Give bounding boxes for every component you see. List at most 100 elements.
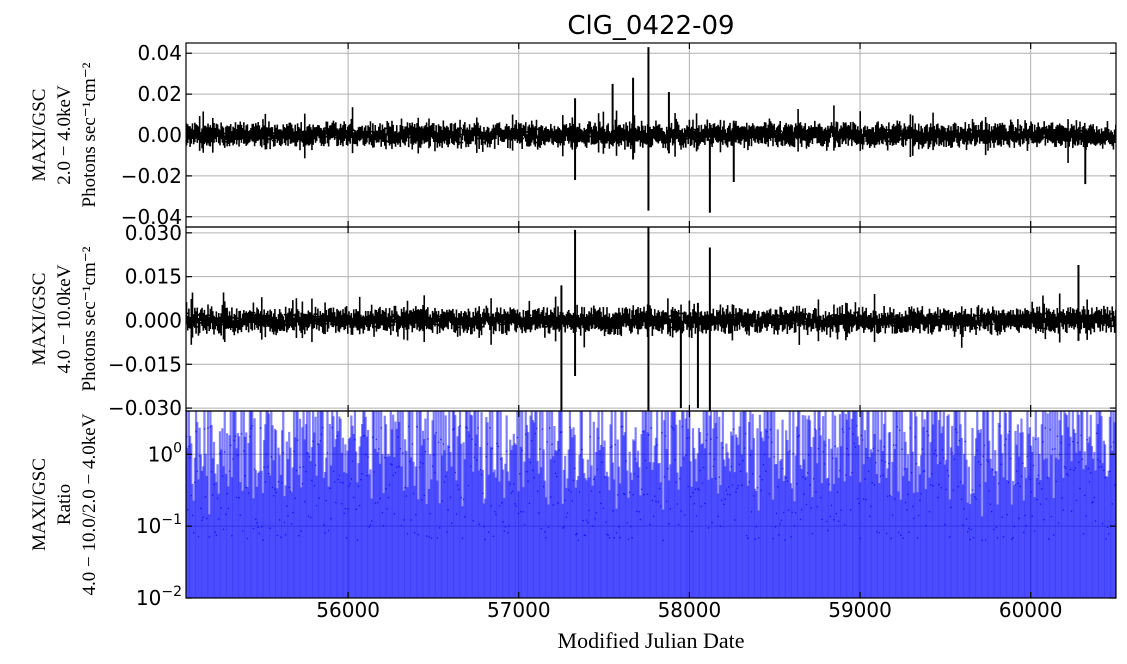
ratio-point: [664, 435, 667, 437]
y-axis-label-line: Photons sec⁻¹cm⁻²: [79, 62, 100, 207]
ratio-point: [947, 474, 950, 477]
ratio-point: [1042, 441, 1044, 443]
ratio-point: [935, 455, 938, 457]
y-tick-label: 0.030: [125, 221, 182, 245]
ratio-point: [481, 492, 484, 495]
y-axis-label-line: 4.0 − 10.0keV: [54, 264, 75, 373]
ratio-point: [516, 436, 519, 439]
ratio-point: [326, 452, 329, 454]
ratio-point: [610, 445, 613, 448]
y-tick-label: 0.04: [137, 41, 182, 65]
ratio-point: [442, 443, 445, 445]
y-tick-label: 100: [148, 440, 182, 466]
ratio-point: [773, 456, 776, 458]
ratio-point: [437, 441, 440, 444]
series-soft: [186, 47, 1116, 213]
ratio-point: [999, 425, 1001, 427]
y-tick-label: 10−1: [136, 512, 182, 538]
y-axis-label-line: MAXI/GSC: [29, 273, 50, 366]
ratio-point: [440, 438, 442, 441]
ratio-point: [289, 490, 292, 493]
ratio-point: [1056, 435, 1059, 437]
ratio-point: [454, 471, 457, 474]
ratio-point: [546, 441, 549, 443]
ratio-point: [650, 427, 652, 429]
ratio-point: [378, 447, 380, 450]
ratio-point: [943, 457, 945, 459]
x-tick-label: 59000: [828, 598, 892, 622]
ratio-point: [688, 437, 691, 439]
ratio-point: [828, 483, 830, 486]
ratio-point: [299, 466, 301, 469]
ratio-point: [380, 426, 383, 429]
ratio-point: [1049, 428, 1051, 431]
ratio-point: [416, 425, 418, 428]
y-axis-label-line: 4.0 − 10.0/2.0 − 4.0keV: [79, 413, 100, 595]
ratio-point: [1005, 438, 1007, 440]
y-tick-label: 0.000: [125, 308, 182, 332]
ratio-point: [535, 427, 538, 430]
ratio-point: [915, 463, 918, 465]
ratio-point: [767, 436, 770, 439]
ratio-point: [321, 426, 324, 429]
ratio-point: [661, 431, 663, 434]
ratio-point: [581, 448, 583, 451]
ratio-point: [551, 443, 553, 445]
ratio-point: [706, 433, 709, 436]
ratio-point: [834, 445, 836, 447]
ratio-point: [621, 425, 624, 428]
ratio-point: [831, 457, 834, 460]
ratio-point: [771, 441, 773, 444]
y-tick-label: 10−2: [136, 584, 182, 610]
ratio-point: [656, 444, 658, 446]
ratio-point: [573, 467, 576, 470]
series-hard: [186, 227, 1116, 411]
ratio-point: [296, 439, 299, 442]
ratio-point: [541, 428, 544, 430]
x-tick-label: 60000: [999, 598, 1063, 622]
x-axis-label: Modified Julian Date: [558, 628, 745, 653]
ratio-point: [1086, 438, 1088, 441]
series-ratio: [186, 411, 1116, 598]
ratio-point: [896, 426, 899, 428]
ratio-point: [614, 443, 617, 446]
ratio-point: [505, 450, 508, 453]
ratio-point: [892, 444, 895, 446]
x-tick-label: 56000: [316, 598, 380, 622]
ratio-point: [569, 426, 571, 429]
ratio-point: [471, 438, 473, 440]
ratio-point: [884, 461, 887, 463]
ratio-point: [722, 447, 724, 449]
ratio-point: [560, 431, 563, 433]
y-tick-label: −0.030: [108, 396, 182, 420]
ratio-point: [486, 443, 489, 445]
ratio-point: [983, 444, 986, 447]
ratio-point: [223, 451, 226, 453]
ratio-point: [877, 449, 879, 452]
ratio-point: [597, 437, 600, 439]
ratio-point: [744, 432, 747, 435]
ratio-point: [824, 444, 827, 447]
ratio-point: [848, 427, 851, 430]
ratio-point: [491, 447, 494, 450]
ratio-point: [901, 448, 903, 451]
ratio-point: [971, 489, 974, 491]
ratio-point: [1110, 446, 1112, 448]
ratio-point: [1032, 464, 1035, 467]
ratio-point: [477, 427, 479, 429]
y-tick-label: −0.04: [121, 205, 182, 229]
ratio-point: [548, 427, 551, 429]
ratio-point: [411, 443, 414, 445]
y-tick-label: 0.02: [137, 82, 182, 106]
ratio-point: [855, 425, 858, 427]
ratio-point: [240, 432, 243, 435]
panel-frame: [185, 410, 1117, 599]
ratio-point: [282, 451, 285, 454]
ratio-point: [399, 447, 402, 450]
ratio-point: [268, 472, 270, 475]
ratio-point: [521, 449, 523, 452]
ratio-point: [466, 427, 469, 429]
x-tick-label: 58000: [658, 598, 722, 622]
ratio-point: [251, 425, 254, 427]
ratio-point: [448, 446, 451, 449]
